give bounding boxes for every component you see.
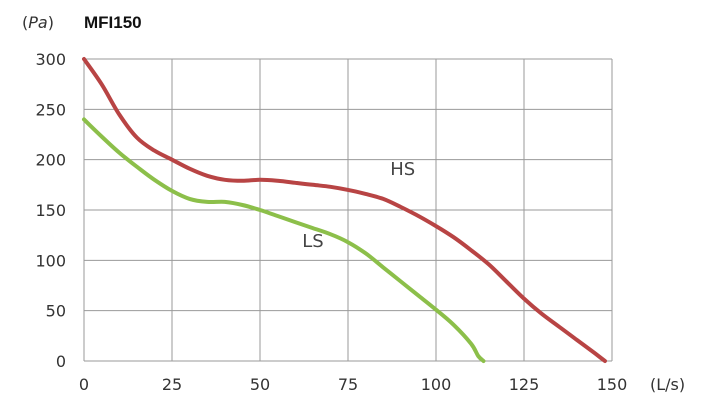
grid bbox=[83, 58, 613, 362]
series-label-ls: LS bbox=[302, 231, 323, 252]
y-tick-label: 0 bbox=[56, 352, 66, 371]
series-curves bbox=[82, 57, 607, 363]
chart-title: MFI150 bbox=[84, 13, 142, 32]
y-tick-label: 200 bbox=[35, 151, 66, 170]
x-tick-label: 75 bbox=[338, 375, 358, 394]
x-tick-label: 0 bbox=[79, 375, 89, 394]
series-label-hs: HS bbox=[390, 159, 415, 180]
series-line-ls bbox=[82, 117, 486, 363]
x-tick-label: 50 bbox=[250, 375, 270, 394]
y-tick-label: 50 bbox=[46, 302, 66, 321]
y-tick-label: 150 bbox=[35, 201, 66, 220]
y-tick-label: 250 bbox=[35, 100, 66, 119]
y-tick-label: 100 bbox=[35, 251, 66, 270]
x-axis-unit-label: (L/s) bbox=[650, 375, 685, 394]
x-tick-label: 100 bbox=[421, 375, 452, 394]
x-tick-label: 125 bbox=[509, 375, 540, 394]
series-line-hs bbox=[82, 57, 607, 363]
x-tick-label: 25 bbox=[162, 375, 182, 394]
y-tick-label: 300 bbox=[35, 50, 66, 69]
x-tick-labels: 0 25 50 75 100 125 150 bbox=[79, 375, 627, 394]
y-axis-unit-label: (Pa) bbox=[22, 13, 54, 32]
x-tick-label: 150 bbox=[597, 375, 628, 394]
y-tick-labels: 0 50 100 150 200 250 300 bbox=[35, 50, 66, 371]
series-annotations: HS LS bbox=[302, 159, 415, 252]
